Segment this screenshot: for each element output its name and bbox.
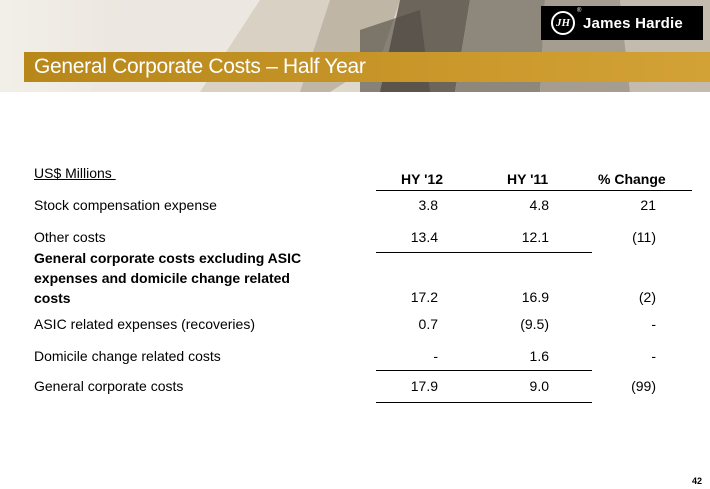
- row-value-hy11: 1.6: [529, 348, 549, 364]
- page-number: 42: [691, 476, 702, 486]
- row-value-hy12: 13.4: [410, 229, 438, 245]
- column-header-change: % Change: [598, 171, 666, 187]
- page-title: General Corporate Costs – Half Year: [34, 55, 366, 78]
- row-value-hy12: 3.8: [418, 197, 438, 213]
- row-value-change: -: [651, 348, 656, 364]
- james-hardie-logo: JH ® James Hardie: [541, 6, 703, 40]
- total-bottom-divider: [376, 402, 592, 403]
- title-bar: General Corporate Costs – Half Year: [24, 52, 710, 82]
- units-label: US$ Millions: [34, 165, 116, 181]
- header-banner: JH ® James Hardie General Corporate Cost…: [0, 0, 710, 92]
- subtotal-divider: [376, 252, 592, 253]
- registered-mark: ®: [577, 8, 582, 14]
- row-value-change: (99): [631, 378, 656, 394]
- row-value-hy12: 17.2: [410, 289, 438, 305]
- row-value-hy12: -: [433, 348, 438, 364]
- row-label: Stock compensation expense: [34, 197, 217, 213]
- row-value-hy12: 0.7: [418, 316, 438, 332]
- row-value-change: (11): [632, 229, 656, 245]
- column-header-hy12: HY '12: [401, 171, 443, 187]
- row-value-change: -: [651, 316, 656, 332]
- row-value-hy11: (9.5): [520, 316, 549, 332]
- column-header-hy11: HY '11: [507, 171, 549, 187]
- row-label: ASIC related expenses (recoveries): [34, 316, 255, 332]
- jh-logo-icon: JH: [551, 11, 575, 35]
- row-label: General corporate costs: [34, 378, 184, 394]
- row-value-hy11: 9.0: [529, 378, 549, 394]
- row-value-hy11: 4.8: [529, 197, 549, 213]
- row-value-hy11: 16.9: [521, 289, 549, 305]
- row-label: Other costs: [34, 229, 106, 245]
- row-value-change: 21: [640, 197, 656, 213]
- logo-text: James Hardie: [583, 14, 683, 32]
- row-value-hy12: 17.9: [410, 378, 438, 394]
- row-value-hy11: 12.1: [521, 229, 549, 245]
- row-value-change: (2): [638, 289, 656, 305]
- total-top-divider: [376, 370, 592, 371]
- row-label-line: costs: [34, 290, 71, 306]
- row-label-line: General corporate costs excluding ASIC: [34, 250, 302, 266]
- row-label-line: expenses and domicile change related: [34, 270, 290, 286]
- header-divider: [376, 190, 692, 191]
- row-label: Domicile change related costs: [34, 348, 221, 364]
